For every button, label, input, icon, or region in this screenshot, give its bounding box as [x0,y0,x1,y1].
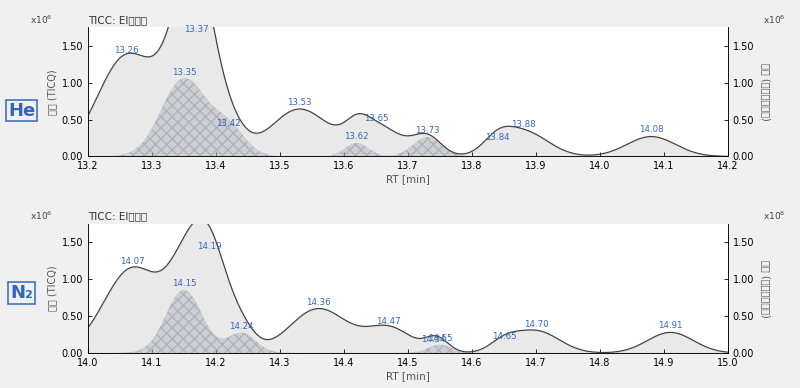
Text: 13.84: 13.84 [486,133,510,142]
Y-axis label: 強度 (TICQ): 強度 (TICQ) [47,266,58,311]
Text: 13.37: 13.37 [185,25,209,34]
Text: 14.15: 14.15 [172,279,196,288]
Text: N₂: N₂ [10,284,33,302]
Text: 14.55: 14.55 [428,334,452,343]
Text: 14.47: 14.47 [377,317,401,326]
Text: 13.73: 13.73 [415,126,439,135]
Text: 14.65: 14.65 [492,332,516,341]
Text: 13.42: 13.42 [217,119,241,128]
Text: 14.07: 14.07 [121,257,145,266]
Text: 13.53: 13.53 [287,98,311,107]
Text: 14.36: 14.36 [306,298,330,307]
X-axis label: RT [min]: RT [min] [386,371,430,381]
Text: x10$^6$: x10$^6$ [30,14,53,26]
Y-axis label: 強度 (コンパウンド): 強度 (コンパウンド) [761,260,771,317]
Y-axis label: 強度 (TICQ): 強度 (TICQ) [47,69,58,114]
Text: 14.19: 14.19 [198,242,222,251]
Text: x10$^6$: x10$^6$ [763,14,786,26]
X-axis label: RT [min]: RT [min] [386,174,430,184]
Text: TICC: EIデータ: TICC: EIデータ [88,211,147,222]
Text: He: He [8,102,35,120]
Text: 13.26: 13.26 [114,45,138,54]
Text: x10$^6$: x10$^6$ [763,210,786,222]
Text: 14.54: 14.54 [422,335,446,344]
Y-axis label: 強度 (コンパウンド): 強度 (コンパウンド) [761,63,771,121]
Text: x10$^6$: x10$^6$ [30,210,53,222]
Text: 13.35: 13.35 [172,68,196,77]
Text: 13.62: 13.62 [345,132,369,141]
Text: 14.70: 14.70 [524,320,548,329]
Text: 14.91: 14.91 [658,321,682,330]
Text: TICC: EIデータ: TICC: EIデータ [88,15,147,25]
Text: 13.88: 13.88 [511,120,535,129]
Text: 14.24: 14.24 [230,322,254,331]
Text: 14.08: 14.08 [639,125,663,134]
Text: 13.65: 13.65 [364,114,388,123]
